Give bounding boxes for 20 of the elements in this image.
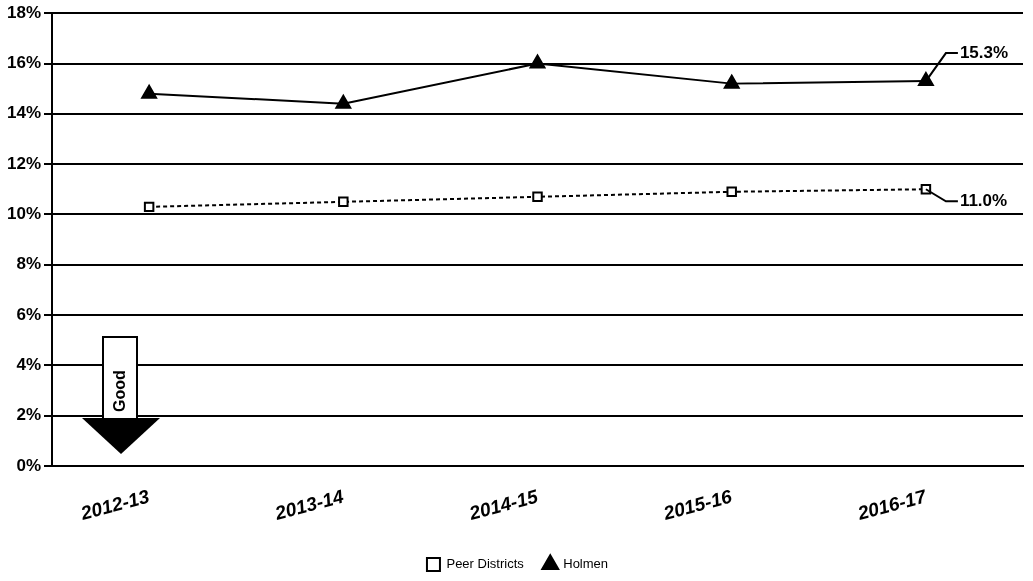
y-tick-label: 8% bbox=[16, 254, 42, 274]
x-tick-label: 2014-15 bbox=[466, 485, 541, 525]
legend-label: Peer Districts bbox=[446, 556, 525, 572]
y-tick-label: 2% bbox=[16, 405, 42, 425]
y-tick-label: 12% bbox=[6, 153, 42, 173]
annotation: Good bbox=[111, 370, 129, 412]
data-label: 15.3% bbox=[959, 42, 1009, 62]
x-tick-label: 2016-17 bbox=[854, 485, 930, 525]
y-tick-label: 0% bbox=[16, 455, 42, 475]
y-tick-label: 18% bbox=[6, 2, 42, 22]
y-tick-label: 16% bbox=[6, 53, 42, 73]
y-tick-label: 4% bbox=[16, 355, 42, 375]
data-label: 11.0% bbox=[959, 190, 1008, 210]
x-tick-label: 2015-16 bbox=[660, 485, 735, 525]
y-tick-label: 14% bbox=[6, 103, 42, 123]
y-tick-label: 6% bbox=[16, 304, 42, 324]
y-tick-label: 10% bbox=[6, 204, 42, 224]
x-tick-label: 2013-14 bbox=[271, 485, 347, 525]
legend-label: Holmen bbox=[563, 556, 609, 572]
x-tick-label: 2012-13 bbox=[77, 485, 152, 525]
